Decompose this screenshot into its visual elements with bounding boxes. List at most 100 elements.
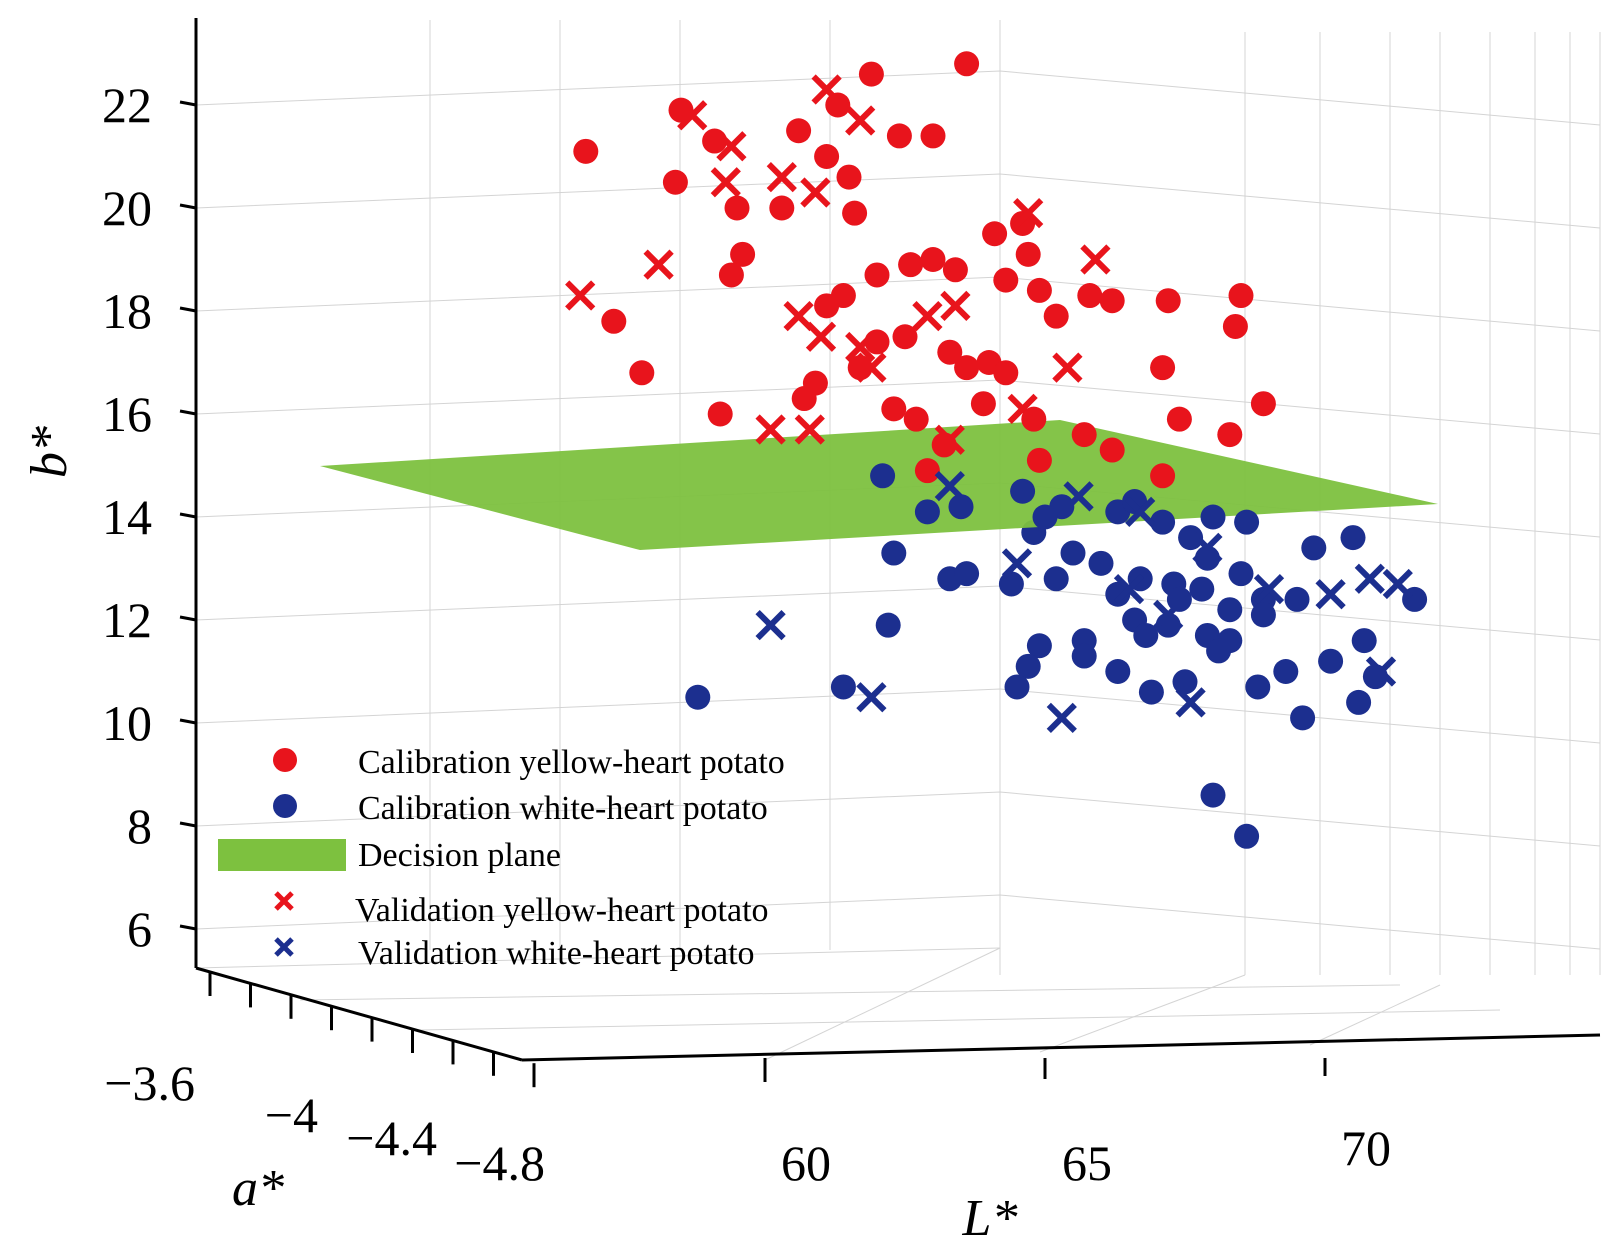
data-point-x [710, 167, 741, 198]
data-point [937, 339, 963, 365]
data-point [724, 195, 750, 221]
y-tick-labels: −3.6 −4 −4.4 −4.8 [104, 1055, 545, 1191]
data-point [1245, 674, 1271, 700]
data-point [886, 123, 912, 149]
data-point [914, 458, 940, 484]
z-tick [179, 203, 197, 210]
data-point [1166, 586, 1192, 612]
data-point [802, 370, 828, 396]
grid-line [1039, 974, 1246, 1053]
data-point [982, 221, 1008, 247]
y-tick-label: −4.8 [454, 1135, 545, 1191]
data-point [1351, 628, 1377, 654]
data-point [954, 561, 980, 587]
data-point-x [845, 105, 876, 136]
data-point [875, 612, 901, 638]
legend-marker-decision-plane [218, 839, 346, 871]
data-point [601, 308, 627, 334]
data-point [1172, 669, 1198, 695]
y-axis-title: a* [232, 1160, 284, 1217]
x-tick-label: 60 [781, 1135, 831, 1191]
data-point-x [1354, 563, 1385, 594]
legend-marker-validation-white [274, 937, 294, 957]
data-point [1150, 355, 1176, 381]
data-point [1060, 540, 1086, 566]
data-point [842, 200, 868, 226]
data-point-x [1153, 599, 1184, 630]
data-point [629, 360, 655, 386]
grid-line [1309, 984, 1441, 1046]
data-point [903, 406, 929, 432]
data-point [1015, 653, 1041, 679]
data-point [830, 283, 856, 309]
data-point [1071, 643, 1097, 669]
data-point-x [783, 301, 814, 332]
data-point [954, 355, 980, 381]
legend-label: Validation white-heart potato [358, 935, 755, 972]
data-point-x [677, 100, 708, 131]
x-axis-line [521, 1033, 1601, 1062]
data-point [707, 401, 733, 427]
data-point-x [1315, 579, 1346, 610]
data-point-x [643, 249, 674, 280]
data-point-x [716, 131, 747, 162]
data-point [892, 324, 918, 350]
data-point [1222, 313, 1248, 339]
z-tick-labels: 22 20 18 16 14 12 10 8 6 [102, 77, 152, 957]
data-point [1284, 586, 1310, 612]
data-point-x [1175, 687, 1206, 718]
data-point [1228, 561, 1254, 587]
data-point [685, 684, 711, 710]
data-point [1004, 674, 1030, 700]
data-point-x [1382, 568, 1413, 600]
data-point [1290, 705, 1316, 731]
data-point [730, 241, 756, 267]
data-point [1088, 550, 1114, 576]
data-point-x [755, 610, 786, 641]
data-point [718, 262, 744, 288]
data-point [1133, 622, 1159, 648]
grid-line [419, 1009, 1501, 1031]
data-point [1200, 504, 1226, 530]
z-tick-label: 10 [102, 695, 152, 751]
grid-line [195, 276, 1601, 332]
data-point [573, 138, 599, 164]
legend-marker-calibration-yellow [273, 748, 297, 772]
data-point-x [1007, 393, 1038, 424]
data-point [858, 61, 884, 87]
data-point [1043, 566, 1069, 592]
data-point [769, 195, 795, 221]
y-axis-line [195, 966, 523, 1062]
legend-label: Decision plane [358, 837, 561, 874]
data-point-x [940, 290, 971, 321]
data-point [881, 540, 907, 566]
data-point [1250, 391, 1276, 417]
grid-line [195, 688, 1601, 744]
z-tick-label: 8 [127, 798, 152, 854]
data-point [1340, 525, 1366, 551]
z-tick [179, 306, 197, 313]
data-point [1155, 288, 1181, 314]
z-tick [179, 924, 197, 931]
data-point-x [1192, 532, 1223, 564]
data-point [920, 247, 946, 272]
axes [179, 18, 1601, 1088]
data-point [662, 169, 688, 195]
data-point [1026, 633, 1052, 659]
grid-line [299, 984, 1401, 1001]
grid-line [764, 947, 1001, 1061]
data-point [1150, 509, 1176, 535]
z-tick [179, 409, 197, 416]
legend-marker-validation-yellow [274, 891, 294, 911]
data-point [998, 571, 1024, 597]
data-point [1301, 535, 1327, 561]
data-point-x [811, 74, 842, 105]
data-point-x [1125, 496, 1156, 527]
z-tick [179, 615, 197, 622]
data-point [993, 267, 1019, 293]
points-in-front-of-plane [565, 51, 1366, 551]
data-point [1166, 406, 1192, 432]
data-point [942, 257, 968, 283]
data-point [814, 144, 840, 169]
z-tick [179, 718, 197, 725]
